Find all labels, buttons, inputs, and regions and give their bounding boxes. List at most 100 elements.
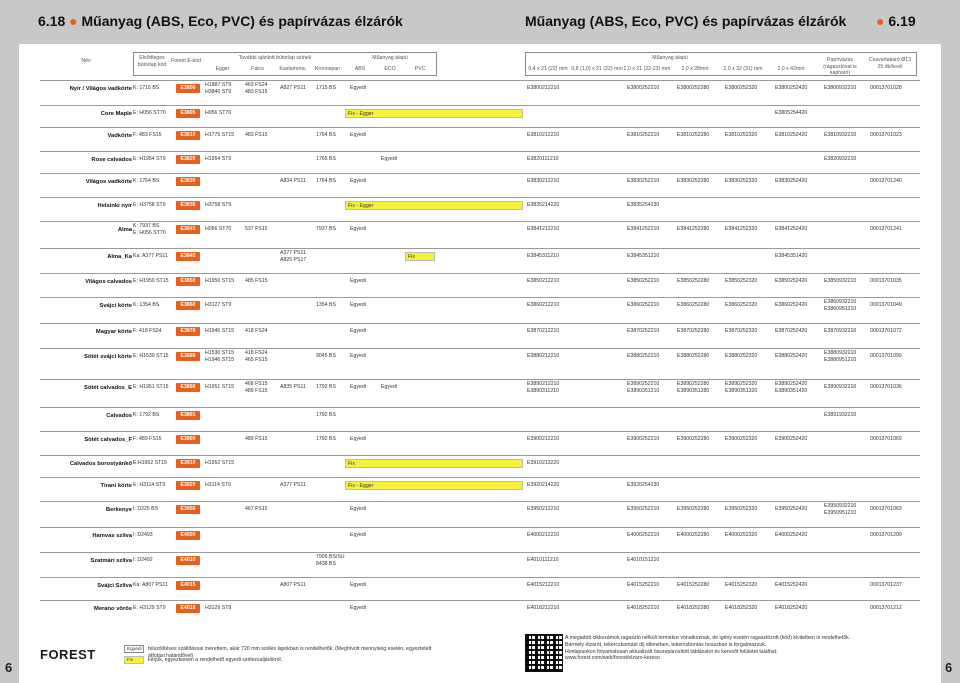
code-size-3: E4018252210 [627,605,660,611]
row-divider [40,173,920,174]
col-header-kronospan: Kronospan [314,66,341,72]
fix-highlight: Fix - Egger [345,201,523,210]
code-size-3: E3950252210 [627,506,660,512]
kronospan-code: 1792 BS [316,436,336,442]
code-size-6: E3805254420 [775,110,808,116]
code-size-3: E3860252210 [627,302,660,308]
forest-code-badge: E4015 [176,581,200,590]
code-size-4: E4018252280 [677,605,710,611]
logo-text: FOREST [40,647,96,662]
egger-code: H1887 ST9 [205,82,232,88]
row-divider [40,379,920,380]
qr-code-icon[interactable] [525,634,563,672]
col-header-falco: Falco [251,66,264,72]
primary-code: E: H3758 ST9 [133,202,166,208]
abs-value: Egyedi [350,178,366,184]
screw-cap-code: 00013701212 [870,605,902,611]
falco-code: 467 FS15 [245,506,268,512]
paper-code: E3891932210 [824,412,857,418]
col-header-size-2: 0,8 (1,0) x 21 (22) mm [571,66,623,72]
header-band [0,0,960,44]
row-divider [40,348,920,349]
legend-fix-tag: Fix [124,656,144,664]
code-size-1: E3820111210 [527,156,559,162]
forest-code-badge: E3920 [176,481,200,490]
fix-highlight: Fix - Egger [345,481,523,490]
forest-code-badge: E4000 [176,531,200,540]
code-size-4: E3870252280 [677,328,710,334]
code-size-5: E3870252320 [725,328,758,334]
row-divider [40,527,920,528]
abs-value: Egyedi [350,582,366,588]
page-number-left: 6 [5,660,13,675]
code-size-6: E3870252420 [775,328,808,334]
primary-code: E: H1950 ST15 [133,278,169,284]
primary-code: Ka: A377 PS11 [133,253,168,259]
egger-code: H1775 ST15 [205,132,235,138]
col-header-primary-code: Elsődleges bútorlap kód [137,55,167,68]
paper-code: E3860951210 [824,306,857,312]
right-title-text: Műanyag (ABS, Eco, PVC) és papírvázas él… [525,13,847,29]
row-name: Világos calvados [85,279,132,285]
code-size-1: E3830212210 [527,178,560,184]
code-size-3: E3830252210 [627,178,660,184]
code-size-3: E3841252210 [627,226,660,232]
screw-cap-code: 00013701237 [870,582,902,588]
footer-link[interactable]: www.forest.com/web/forest/elzaro-kereso [565,655,660,662]
primary-code: E: H1951 ST15 [133,384,169,390]
falco-code: 418 FS24 [245,350,268,356]
abs-value: Egyedi [350,132,366,138]
kronospan-code: 1764 BS [316,132,336,138]
row-name: Sötét calvados_F [84,437,132,443]
left-section-number: 6.18 [38,13,66,29]
footer-note-3: Honlapunkon folyamatosan aktualizált öss… [565,648,778,655]
code-size-3: E3920254230 [627,482,660,488]
falco-code: 483 FS15 [245,132,268,138]
code-size-4: E3841252280 [677,226,710,232]
code-size-5: E3850252320 [725,278,758,284]
code-size-1: E3835214220 [527,202,560,208]
egger-code: H1950 ST15 [205,278,235,284]
fix-highlight: Fix [405,252,435,261]
abs-value: Egyedi [350,605,366,611]
paper-code: E3950951210 [824,510,857,516]
code-size-6: E3890252420 [775,381,808,387]
paper-code: E3850932210 [824,278,857,284]
screw-cap-code: 00013701072 [870,328,902,334]
code-size-1: E3870212210 [527,328,560,334]
abs-value: Egyedi [350,328,366,334]
primary-code: K: 7937 BS [133,223,160,229]
forest-logo: FOREST [40,647,96,662]
egger-code: H1946 ST15 [205,328,235,334]
col-header-size-4: 2,0 x 28mm [681,66,709,72]
row-divider [40,431,920,432]
paper-code: E3800932210 [824,85,857,91]
forest-code-badge: E3880 [176,352,200,361]
primary-code: F: 489 FS15 [133,436,162,442]
code-size-4: E4015252280 [677,582,710,588]
forest-code-badge: E4010 [176,556,200,565]
screw-cap-code: 00013701200 [870,532,902,538]
code-size-1: E3800212210 [527,85,560,91]
egger-code: H3840 ST9 [205,89,232,95]
row-divider [40,105,920,106]
row-divider [40,577,920,578]
forest-code-badge: E3950 [176,505,200,514]
code-size-4: E3850252280 [677,278,710,284]
kastamonu-code: A827 PS11 [280,85,306,91]
primary-code: F: 418 FS24 [133,328,162,334]
row-name: Berkenye [105,507,132,513]
code-size-1: E3910213220 [527,460,560,466]
forest-code-badge: E4018 [176,604,200,613]
code-size-6: E3850252420 [775,278,808,284]
forest-code-badge: E3841 [176,225,200,234]
paper-code: E3810932210 [824,132,857,138]
primary-code: E: H056 ST70 [133,110,166,116]
col-header-size-3: 2,0 x 21 (22-23) mm [623,66,671,72]
legend-egyedi-text: felszólítéses szállítással mérettem, aká… [148,646,432,659]
row-name: Rose calvados [91,157,132,163]
screw-cap-code: 00013701049 [870,302,902,308]
row-divider [40,501,920,502]
eco-value: Egyedi [381,384,397,390]
egger-code: H056 ST70 [205,110,232,116]
